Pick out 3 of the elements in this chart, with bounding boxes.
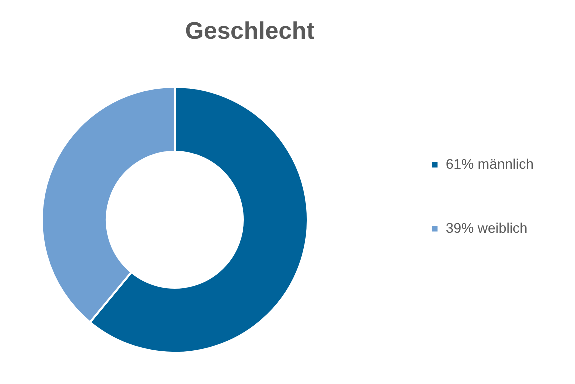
legend-label: 39% weiblich (446, 220, 528, 236)
chart-title: Geschlecht (185, 18, 315, 45)
legend-label: 61% männlich (446, 156, 534, 172)
